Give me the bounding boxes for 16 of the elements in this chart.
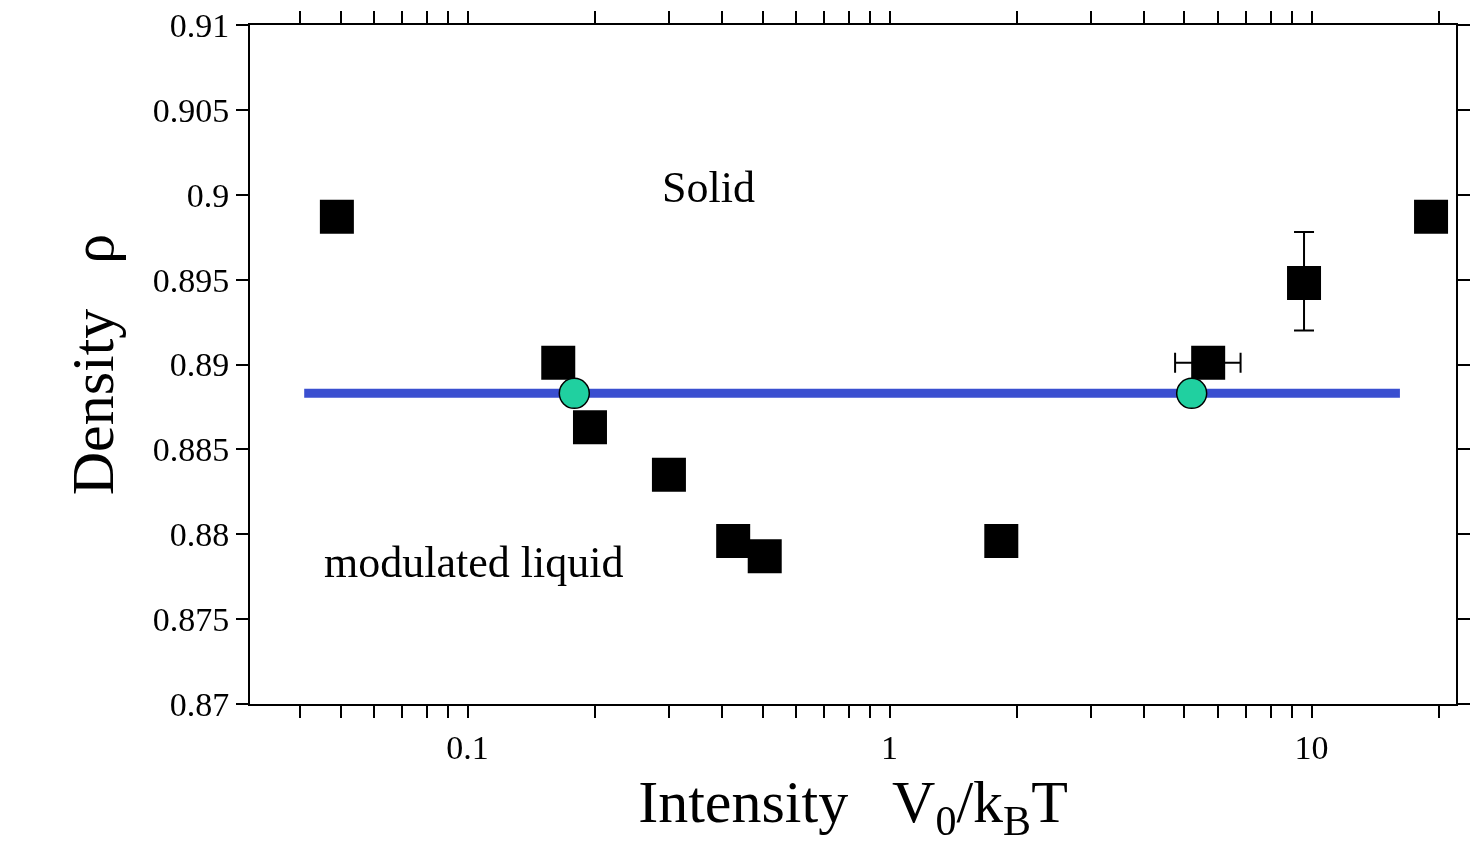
annotation: modulated liquid: [324, 538, 624, 587]
y-tick-label: 0.88: [169, 516, 230, 554]
y-tick-label: 0.87: [169, 685, 230, 723]
y-tick-label: 0.875: [152, 601, 230, 639]
y-tick-label: 0.885: [152, 431, 230, 469]
x-tick-label: 0.1: [446, 728, 489, 766]
y-tick-label: 0.905: [152, 91, 230, 129]
x-tick-label: 1: [881, 728, 899, 766]
y-tick-label: 0.89: [169, 346, 230, 384]
y-tick-label: 0.9: [186, 176, 230, 214]
y-axis-title: Density ρ: [59, 233, 126, 496]
annotation: Solid: [662, 163, 755, 212]
y-tick-label: 0.895: [152, 261, 230, 299]
y-tick-label: 0.91: [169, 6, 230, 44]
x-tick-label: 10: [1294, 728, 1329, 766]
x-axis-title: Intensity V$_{0}$/k$_{B}$T: [638, 769, 1068, 844]
